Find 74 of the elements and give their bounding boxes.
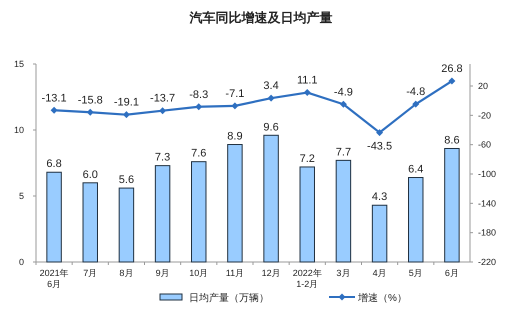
data-label: 7.6 — [191, 148, 206, 160]
data-label: 26.8 — [441, 63, 463, 76]
data-label: 9.6 — [263, 121, 279, 134]
x-tick-label: 11月 — [226, 268, 244, 278]
point — [340, 100, 347, 108]
point — [122, 111, 130, 118]
legend-label: 日均产量（万辆） — [189, 292, 269, 304]
chart-title: 汽车同比增速及日均产量 — [188, 10, 332, 25]
point — [268, 94, 275, 102]
y2-tick-label: -180 — [478, 228, 496, 238]
data-label: 4.3 — [372, 191, 388, 204]
x-tick-label: 7月 — [83, 268, 98, 278]
legend-label: 增速（%） — [357, 292, 407, 304]
point — [448, 78, 456, 85]
bar — [227, 144, 243, 262]
y2-tick-label: -60 — [478, 140, 492, 150]
y2-tick-label: -20 — [478, 110, 492, 120]
point — [412, 100, 420, 108]
y-tick-label: 0 — [18, 257, 24, 267]
data-label: 7.2 — [300, 152, 315, 165]
point — [86, 108, 94, 116]
bar — [336, 160, 352, 262]
y-tick-label: 10 — [14, 125, 24, 135]
data-label: 7.3 — [154, 152, 170, 164]
data-label: -7.1 — [225, 88, 244, 100]
data-label: -13.7 — [150, 92, 176, 105]
data-label: 6.0 — [82, 168, 98, 181]
bar — [118, 188, 134, 262]
data-label: 8.9 — [227, 130, 243, 143]
data-label: 8.6 — [444, 134, 460, 146]
point — [159, 107, 166, 114]
x-tick-label: 10月 — [189, 268, 208, 278]
data-label: -8.3 — [189, 88, 208, 101]
y2-tick-label: -220 — [478, 257, 496, 267]
data-label: -4.8 — [406, 86, 426, 98]
point — [231, 102, 238, 110]
point — [195, 103, 202, 110]
x-tick-label: 3月 — [336, 268, 350, 278]
data-label: 5.6 — [118, 174, 134, 186]
x-tick-label: 2021年 6月 — [40, 268, 69, 289]
data-label: -19.1 — [114, 96, 139, 109]
bar — [408, 177, 424, 262]
x-tick-label: 2022年 1-2月 — [292, 268, 322, 289]
data-label: -15.8 — [78, 94, 103, 106]
data-label: 6.4 — [408, 164, 424, 176]
data-label: 11.1 — [296, 74, 318, 87]
point — [50, 106, 58, 114]
bar — [191, 161, 206, 262]
bar — [444, 148, 460, 262]
x-tick-label: 4月 — [372, 268, 387, 278]
bar — [300, 166, 315, 262]
x-tick-label: 12月 — [262, 268, 281, 278]
y2-tick-label: -100 — [478, 169, 496, 179]
x-tick-label: 5月 — [408, 268, 423, 278]
x-tick-label: 9月 — [156, 268, 170, 278]
bar — [372, 204, 388, 262]
y-tick-label: 15 — [14, 59, 24, 69]
point — [376, 129, 384, 136]
x-tick-label: 6月 — [444, 268, 459, 278]
y2-tick-label: 20 — [478, 81, 488, 91]
data-label: 3.4 — [263, 80, 279, 92]
bar — [154, 165, 170, 262]
data-label: -13.1 — [42, 92, 67, 104]
data-label: 7.7 — [336, 146, 352, 158]
bar — [263, 134, 279, 262]
x-tick-label: 8月 — [119, 268, 134, 278]
y2-tick-label: -140 — [478, 198, 496, 208]
y-tick-label: 5 — [18, 191, 24, 201]
data-label: -43.5 — [367, 140, 392, 153]
bar — [46, 172, 62, 262]
bar — [82, 182, 98, 262]
data-label: 6.8 — [46, 158, 62, 170]
data-label: -4.9 — [334, 86, 353, 98]
point — [304, 89, 311, 96]
